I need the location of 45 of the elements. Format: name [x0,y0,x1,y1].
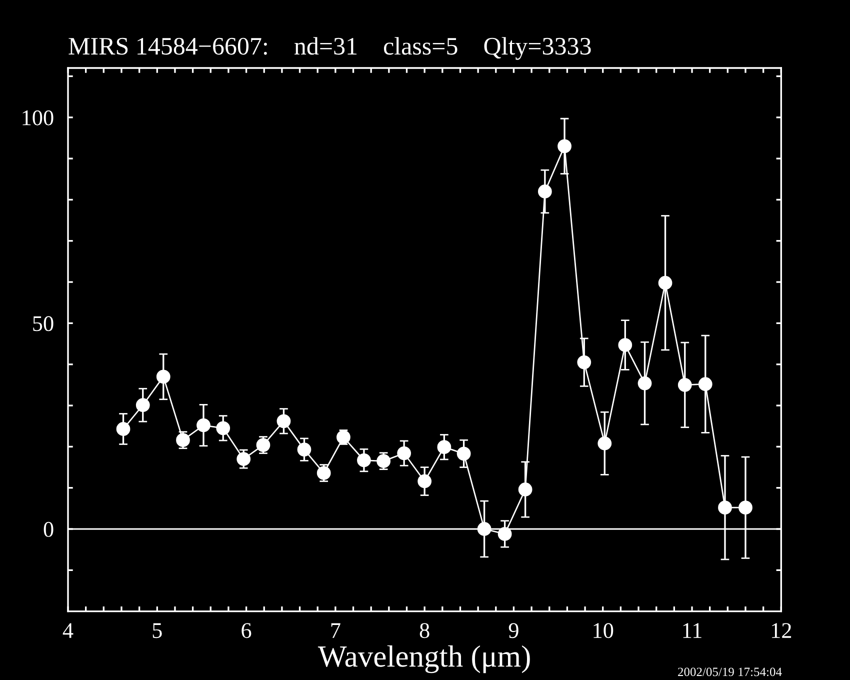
x-tick-label: 12 [772,623,792,638]
point [437,440,452,454]
x-axis-title: Wavelength (μm) [318,645,530,674]
point [477,522,492,536]
x-tick-label: 9 [508,623,518,638]
point [598,436,612,450]
point [698,377,712,392]
point [718,500,732,515]
point [196,418,210,432]
point [538,184,552,198]
point [738,500,752,515]
point [136,398,150,412]
point [216,421,230,436]
text: 2002/05/19 17:54:04 [678,668,782,676]
y-tick-label: 0 [44,522,54,537]
point [116,422,130,436]
point [678,378,692,392]
point [618,338,632,352]
x-tick-label: 10 [594,623,614,638]
point [658,276,672,290]
point [558,139,572,154]
point [357,453,371,468]
point [297,442,312,457]
point [397,446,412,460]
x-tick-label: 4 [62,623,74,638]
point [156,370,170,384]
x-tick-label: 6 [242,623,252,638]
point [518,482,532,496]
point [376,454,391,468]
point [256,438,270,452]
y-tick-label: 50 [33,316,54,332]
point [456,446,471,461]
x-tick-label: 8 [420,623,430,638]
point [638,376,652,390]
point [236,452,251,466]
point [418,474,432,488]
x-tick-label: 11 [683,623,702,638]
y-tick-label: 100 [22,110,54,126]
point [276,414,291,428]
point [498,526,512,541]
x-tick-label: 5 [152,623,162,638]
x-tick-label: 7 [331,623,340,638]
point [316,466,331,480]
chart-title: MIRS 14584−6607: nd=31 class=5 Qlty=3333 [68,37,591,60]
point [577,355,592,370]
